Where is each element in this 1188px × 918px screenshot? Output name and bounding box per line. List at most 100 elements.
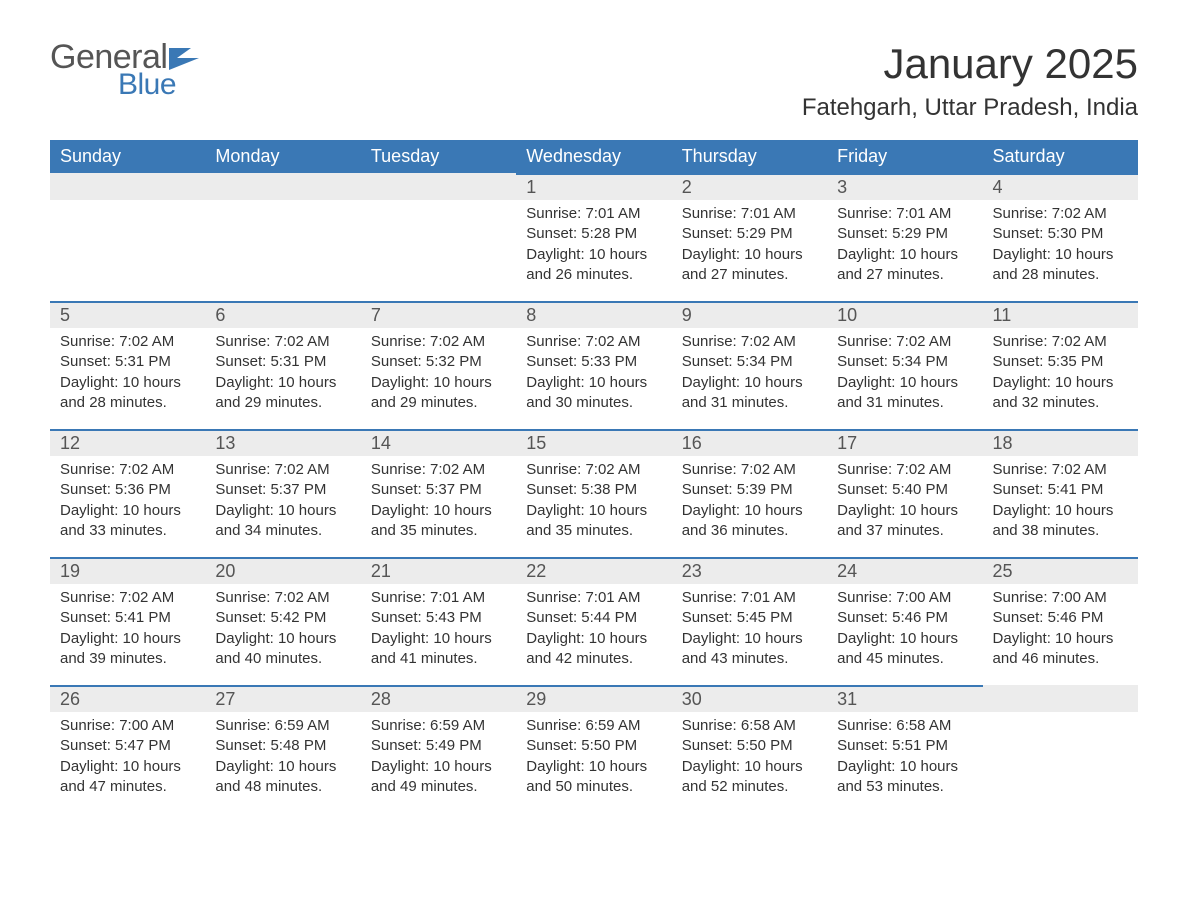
- calendar-cell: 9Sunrise: 7:02 AMSunset: 5:34 PMDaylight…: [672, 301, 827, 429]
- day-number: 24: [827, 557, 982, 584]
- daylight-text: and 35 minutes.: [526, 521, 661, 541]
- daylight-text: and 42 minutes.: [526, 649, 661, 669]
- calendar-cell: 30Sunrise: 6:58 AMSunset: 5:50 PMDayligh…: [672, 685, 827, 813]
- logo: General Blue: [50, 40, 199, 100]
- daylight-text: and 49 minutes.: [371, 777, 506, 797]
- day-number: 27: [205, 685, 360, 712]
- day-number: 12: [50, 429, 205, 456]
- weekday-header: Tuesday: [361, 140, 516, 173]
- day-number: 6: [205, 301, 360, 328]
- daylight-text: Daylight: 10 hours: [215, 757, 350, 777]
- calendar-cell: 2Sunrise: 7:01 AMSunset: 5:29 PMDaylight…: [672, 173, 827, 301]
- day-number: 13: [205, 429, 360, 456]
- daylight-text: and 34 minutes.: [215, 521, 350, 541]
- day-number: 10: [827, 301, 982, 328]
- sunset-text: Sunset: 5:51 PM: [837, 736, 972, 756]
- calendar-cell: 10Sunrise: 7:02 AMSunset: 5:34 PMDayligh…: [827, 301, 982, 429]
- daylight-text: Daylight: 10 hours: [526, 757, 661, 777]
- sunset-text: Sunset: 5:39 PM: [682, 480, 817, 500]
- daylight-text: Daylight: 10 hours: [371, 757, 506, 777]
- calendar-cell: 19Sunrise: 7:02 AMSunset: 5:41 PMDayligh…: [50, 557, 205, 685]
- calendar-cell: 24Sunrise: 7:00 AMSunset: 5:46 PMDayligh…: [827, 557, 982, 685]
- sunset-text: Sunset: 5:41 PM: [60, 608, 195, 628]
- daylight-text: Daylight: 10 hours: [993, 629, 1128, 649]
- daylight-text: and 38 minutes.: [993, 521, 1128, 541]
- daylight-text: and 29 minutes.: [215, 393, 350, 413]
- daylight-text: Daylight: 10 hours: [215, 501, 350, 521]
- daylight-text: Daylight: 10 hours: [526, 245, 661, 265]
- calendar-table: Sunday Monday Tuesday Wednesday Thursday…: [50, 140, 1138, 813]
- daylight-text: Daylight: 10 hours: [837, 245, 972, 265]
- weekday-header: Sunday: [50, 140, 205, 173]
- day-number: 9: [672, 301, 827, 328]
- sunrise-text: Sunrise: 7:02 AM: [526, 332, 661, 352]
- day-details: Sunrise: 7:01 AMSunset: 5:29 PMDaylight:…: [672, 200, 827, 291]
- daylight-text: Daylight: 10 hours: [371, 373, 506, 393]
- calendar-cell: [50, 173, 205, 301]
- daylight-text: Daylight: 10 hours: [682, 629, 817, 649]
- weekday-header: Friday: [827, 140, 982, 173]
- daylight-text: and 37 minutes.: [837, 521, 972, 541]
- sunset-text: Sunset: 5:37 PM: [215, 480, 350, 500]
- daylight-text: and 45 minutes.: [837, 649, 972, 669]
- sunrise-text: Sunrise: 7:01 AM: [526, 204, 661, 224]
- sunset-text: Sunset: 5:48 PM: [215, 736, 350, 756]
- sunrise-text: Sunrise: 7:02 AM: [682, 332, 817, 352]
- calendar-cell: 27Sunrise: 6:59 AMSunset: 5:48 PMDayligh…: [205, 685, 360, 813]
- daylight-text: and 27 minutes.: [682, 265, 817, 285]
- day-number-empty: [983, 685, 1138, 712]
- daylight-text: Daylight: 10 hours: [60, 373, 195, 393]
- day-number: 20: [205, 557, 360, 584]
- sunrise-text: Sunrise: 7:01 AM: [837, 204, 972, 224]
- calendar-row: 19Sunrise: 7:02 AMSunset: 5:41 PMDayligh…: [50, 557, 1138, 685]
- daylight-text: and 29 minutes.: [371, 393, 506, 413]
- daylight-text: and 28 minutes.: [60, 393, 195, 413]
- calendar-cell: [361, 173, 516, 301]
- sunset-text: Sunset: 5:36 PM: [60, 480, 195, 500]
- sunset-text: Sunset: 5:35 PM: [993, 352, 1128, 372]
- day-number: 8: [516, 301, 671, 328]
- calendar-cell: 17Sunrise: 7:02 AMSunset: 5:40 PMDayligh…: [827, 429, 982, 557]
- calendar-row: 26Sunrise: 7:00 AMSunset: 5:47 PMDayligh…: [50, 685, 1138, 813]
- calendar-cell: 4Sunrise: 7:02 AMSunset: 5:30 PMDaylight…: [983, 173, 1138, 301]
- sunrise-text: Sunrise: 6:59 AM: [526, 716, 661, 736]
- location: Fatehgarh, Uttar Pradesh, India: [802, 94, 1138, 122]
- day-details: Sunrise: 7:02 AMSunset: 5:35 PMDaylight:…: [983, 328, 1138, 419]
- sunset-text: Sunset: 5:34 PM: [837, 352, 972, 372]
- daylight-text: Daylight: 10 hours: [215, 629, 350, 649]
- daylight-text: and 31 minutes.: [682, 393, 817, 413]
- calendar-cell: 29Sunrise: 6:59 AMSunset: 5:50 PMDayligh…: [516, 685, 671, 813]
- day-number: 15: [516, 429, 671, 456]
- daylight-text: Daylight: 10 hours: [60, 757, 195, 777]
- daylight-text: Daylight: 10 hours: [682, 501, 817, 521]
- day-details: Sunrise: 7:02 AMSunset: 5:31 PMDaylight:…: [205, 328, 360, 419]
- day-details: Sunrise: 6:59 AMSunset: 5:48 PMDaylight:…: [205, 712, 360, 803]
- daylight-text: and 31 minutes.: [837, 393, 972, 413]
- daylight-text: Daylight: 10 hours: [993, 373, 1128, 393]
- calendar-cell: 1Sunrise: 7:01 AMSunset: 5:28 PMDaylight…: [516, 173, 671, 301]
- daylight-text: and 32 minutes.: [993, 393, 1128, 413]
- day-number: 31: [827, 685, 982, 712]
- daylight-text: Daylight: 10 hours: [837, 629, 972, 649]
- day-number: 23: [672, 557, 827, 584]
- calendar-cell: 6Sunrise: 7:02 AMSunset: 5:31 PMDaylight…: [205, 301, 360, 429]
- daylight-text: and 52 minutes.: [682, 777, 817, 797]
- calendar-cell: 25Sunrise: 7:00 AMSunset: 5:46 PMDayligh…: [983, 557, 1138, 685]
- day-details: Sunrise: 6:58 AMSunset: 5:51 PMDaylight:…: [827, 712, 982, 803]
- calendar-cell: 12Sunrise: 7:02 AMSunset: 5:36 PMDayligh…: [50, 429, 205, 557]
- daylight-text: and 28 minutes.: [993, 265, 1128, 285]
- title-block: January 2025 Fatehgarh, Uttar Pradesh, I…: [802, 40, 1138, 122]
- daylight-text: and 48 minutes.: [215, 777, 350, 797]
- sunset-text: Sunset: 5:44 PM: [526, 608, 661, 628]
- day-details: Sunrise: 7:00 AMSunset: 5:47 PMDaylight:…: [50, 712, 205, 803]
- day-number: 26: [50, 685, 205, 712]
- day-number: 25: [983, 557, 1138, 584]
- calendar-row: 1Sunrise: 7:01 AMSunset: 5:28 PMDaylight…: [50, 173, 1138, 301]
- day-details: Sunrise: 7:01 AMSunset: 5:45 PMDaylight:…: [672, 584, 827, 675]
- day-details: Sunrise: 7:02 AMSunset: 5:36 PMDaylight:…: [50, 456, 205, 547]
- day-details: Sunrise: 7:02 AMSunset: 5:41 PMDaylight:…: [50, 584, 205, 675]
- sunrise-text: Sunrise: 7:00 AM: [993, 588, 1128, 608]
- day-number: 7: [361, 301, 516, 328]
- day-details: Sunrise: 6:59 AMSunset: 5:50 PMDaylight:…: [516, 712, 671, 803]
- sunrise-text: Sunrise: 7:02 AM: [993, 204, 1128, 224]
